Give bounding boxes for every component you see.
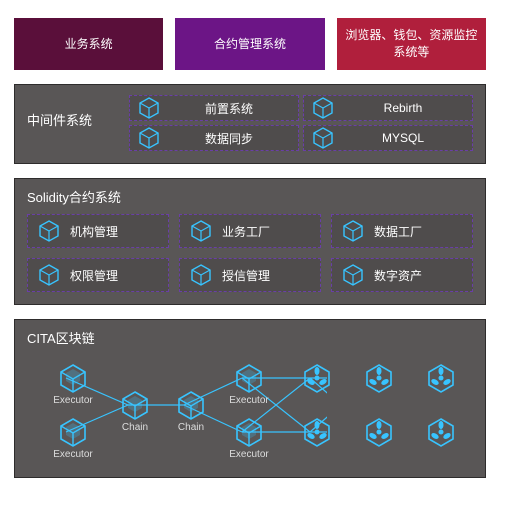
sol-cell-auth: 权限管理 [27,258,169,292]
middleware-title: 中间件系统 [27,110,92,129]
mw-cell-mysql: MYSQL [303,125,473,151]
node-label: Chain [169,422,213,433]
middleware-grid: 前置系统 Rebirth 数据同步 MYSQL [129,95,473,151]
cita-network: Executor Executor Chain Chain Executor Execut… [27,355,473,465]
mw-label: 数据同步 [168,130,290,147]
sol-cell-credit: 授信管理 [179,258,321,292]
mw-label: Rebirth [342,101,464,115]
cita-node-e3: Executor [227,363,271,406]
cita-panel: CITA区块链 ExecutorExecutorChainChainExecut… [14,319,486,478]
node-label: Executor [227,449,271,460]
solidity-grid: 机构管理 业务工厂 数据工厂 权限管理 授信管理 数字资产 [27,214,473,292]
cube-icon [312,127,334,149]
sol-cell-org: 机构管理 [27,214,169,248]
sol-label: 数字资产 [374,267,422,284]
node-label: Executor [51,395,95,406]
cita-node-p6 [419,417,463,447]
cita-node-e2: Executor [51,417,95,460]
top-box-browser-wallet: 浏览器、钱包、资源监控系统等 [337,18,486,70]
propeller-icon [302,363,332,393]
cube-icon [234,363,264,393]
sol-cell-biz: 业务工厂 [179,214,321,248]
solidity-panel: Solidity合约系统 机构管理 业务工厂 数据工厂 权限管理 授信管理 数字… [14,178,486,305]
top-systems-row: 业务系统 合约管理系统 浏览器、钱包、资源监控系统等 [14,18,486,70]
cube-icon [342,220,364,242]
node-label: Chain [113,422,157,433]
cube-icon [58,363,88,393]
cube-icon [312,97,334,119]
mw-cell-rebirth: Rebirth [303,95,473,121]
cube-icon [120,390,150,420]
architecture-diagram: 业务系统 合约管理系统 浏览器、钱包、资源监控系统等 中间件系统 前置系统 Re… [0,0,500,500]
sol-cell-asset: 数字资产 [331,258,473,292]
cube-icon [342,264,364,286]
node-label: Executor [227,395,271,406]
cita-node-e4: Executor [227,417,271,460]
node-label: Executor [51,449,95,460]
propeller-icon [426,363,456,393]
cube-icon [234,417,264,447]
cube-icon [176,390,206,420]
cita-node-p3 [357,363,401,393]
mw-cell-sync: 数据同步 [129,125,299,151]
cita-node-p4 [357,417,401,447]
sol-label: 数据工厂 [374,223,422,240]
cita-node-e1: Executor [51,363,95,406]
mw-label: MYSQL [342,131,464,145]
sol-label: 机构管理 [70,223,118,240]
middleware-panel: 中间件系统 前置系统 Rebirth 数据同步 MYSQL [14,84,486,164]
cita-node-p1 [295,363,339,393]
cube-icon [58,417,88,447]
cube-icon [190,264,212,286]
cube-icon [138,127,160,149]
cube-icon [190,220,212,242]
propeller-icon [364,417,394,447]
sol-label: 授信管理 [222,267,270,284]
cube-icon [38,264,60,286]
propeller-icon [302,417,332,447]
top-box-contract-mgmt: 合约管理系统 [175,18,324,70]
propeller-icon [426,417,456,447]
mw-label: 前置系统 [168,100,290,117]
solidity-title: Solidity合约系统 [27,187,473,206]
sol-label: 业务工厂 [222,223,270,240]
cita-node-p2 [295,417,339,447]
cita-node-c2: Chain [169,390,213,433]
top-box-business: 业务系统 [14,18,163,70]
sol-label: 权限管理 [70,267,118,284]
mw-cell-front: 前置系统 [129,95,299,121]
cube-icon [38,220,60,242]
cita-title: CITA区块链 [27,328,473,347]
propeller-icon [364,363,394,393]
sol-cell-data: 数据工厂 [331,214,473,248]
cita-node-c1: Chain [113,390,157,433]
cita-node-p5 [419,363,463,393]
cube-icon [138,97,160,119]
